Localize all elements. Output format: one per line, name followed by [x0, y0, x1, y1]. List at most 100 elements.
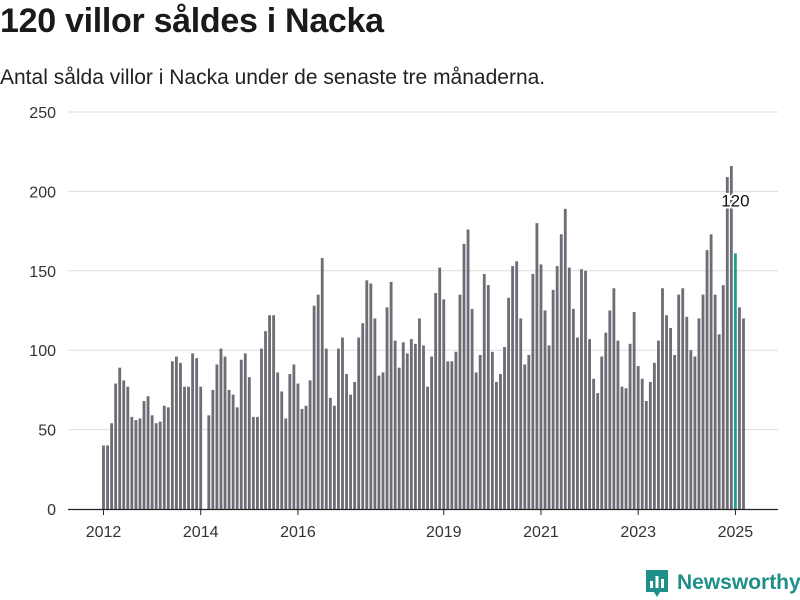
bar	[337, 348, 340, 509]
highlight-bar	[733, 253, 737, 509]
bar	[648, 381, 652, 509]
bar	[640, 378, 644, 509]
bar	[389, 281, 393, 509]
y-tick-label: 200	[29, 184, 56, 201]
bar	[134, 420, 138, 509]
bar	[713, 294, 717, 509]
bar	[409, 339, 413, 509]
bar	[519, 318, 523, 509]
bar	[567, 267, 571, 509]
bar	[426, 386, 429, 509]
bar	[604, 332, 608, 509]
bar	[486, 285, 490, 509]
bar	[405, 353, 409, 509]
bar	[705, 250, 709, 509]
bar	[316, 294, 320, 509]
bar	[239, 359, 243, 509]
bar	[256, 416, 259, 509]
bar	[466, 229, 470, 509]
bar	[535, 223, 539, 509]
bar	[146, 396, 150, 509]
chart-title: 120 villor såldes i Nacka	[0, 2, 384, 40]
newsworthy-logo-icon	[646, 570, 668, 597]
bar	[401, 342, 405, 509]
bar	[657, 340, 660, 509]
bar	[312, 305, 316, 509]
bar	[247, 377, 251, 509]
bar	[494, 381, 498, 509]
bar	[652, 362, 656, 509]
bar	[260, 348, 263, 509]
bar	[235, 407, 239, 509]
bar	[507, 297, 510, 509]
bar	[195, 358, 199, 509]
bar	[729, 165, 733, 509]
bar	[284, 418, 288, 509]
bar	[243, 353, 247, 509]
bar	[227, 389, 231, 509]
bar	[661, 288, 664, 509]
bar	[551, 289, 555, 509]
bar	[191, 353, 195, 509]
bar	[547, 345, 551, 509]
bar	[474, 372, 478, 509]
bar	[559, 234, 563, 509]
bar	[673, 354, 677, 509]
bar	[738, 307, 741, 509]
bar	[571, 308, 575, 509]
bar	[685, 316, 689, 509]
bar	[276, 372, 280, 509]
bar	[187, 386, 190, 509]
bar	[324, 348, 328, 509]
bar	[183, 386, 186, 509]
bar	[563, 208, 567, 510]
bar	[150, 415, 154, 509]
bar	[608, 310, 612, 509]
bar	[357, 337, 361, 509]
bar	[122, 380, 126, 509]
bar	[154, 423, 158, 509]
bar	[393, 340, 397, 509]
bar	[523, 364, 527, 509]
bar	[446, 361, 450, 509]
bar	[142, 401, 146, 509]
bar	[170, 361, 174, 509]
bar	[442, 299, 446, 509]
bar	[280, 391, 284, 509]
bar	[118, 367, 122, 509]
bar	[681, 288, 685, 509]
bar	[628, 343, 632, 509]
bar	[478, 354, 482, 509]
x-tick-label: 2025	[718, 524, 754, 541]
bar	[596, 393, 600, 509]
bar	[349, 394, 353, 509]
y-tick-label: 0	[47, 502, 56, 519]
bar	[584, 270, 587, 509]
bar	[292, 364, 296, 509]
bar	[308, 380, 312, 509]
bar	[539, 264, 543, 509]
bar	[126, 386, 130, 509]
bar	[158, 421, 162, 509]
bar	[166, 407, 170, 509]
bar	[199, 386, 203, 509]
bar	[588, 339, 591, 509]
bar	[503, 347, 506, 509]
bar	[179, 362, 182, 509]
bar	[543, 310, 547, 509]
bar	[288, 374, 292, 509]
bar	[531, 273, 535, 509]
bar	[106, 445, 109, 509]
bar	[130, 416, 134, 509]
bar	[114, 383, 118, 509]
bar	[697, 318, 701, 509]
y-tick-label: 50	[38, 423, 56, 440]
y-tick-label: 150	[29, 264, 56, 281]
bar	[511, 266, 515, 509]
bar	[644, 401, 648, 509]
bar	[665, 315, 668, 509]
bar	[709, 234, 713, 509]
bar	[304, 405, 308, 509]
bar	[422, 345, 425, 509]
bar	[377, 375, 381, 509]
